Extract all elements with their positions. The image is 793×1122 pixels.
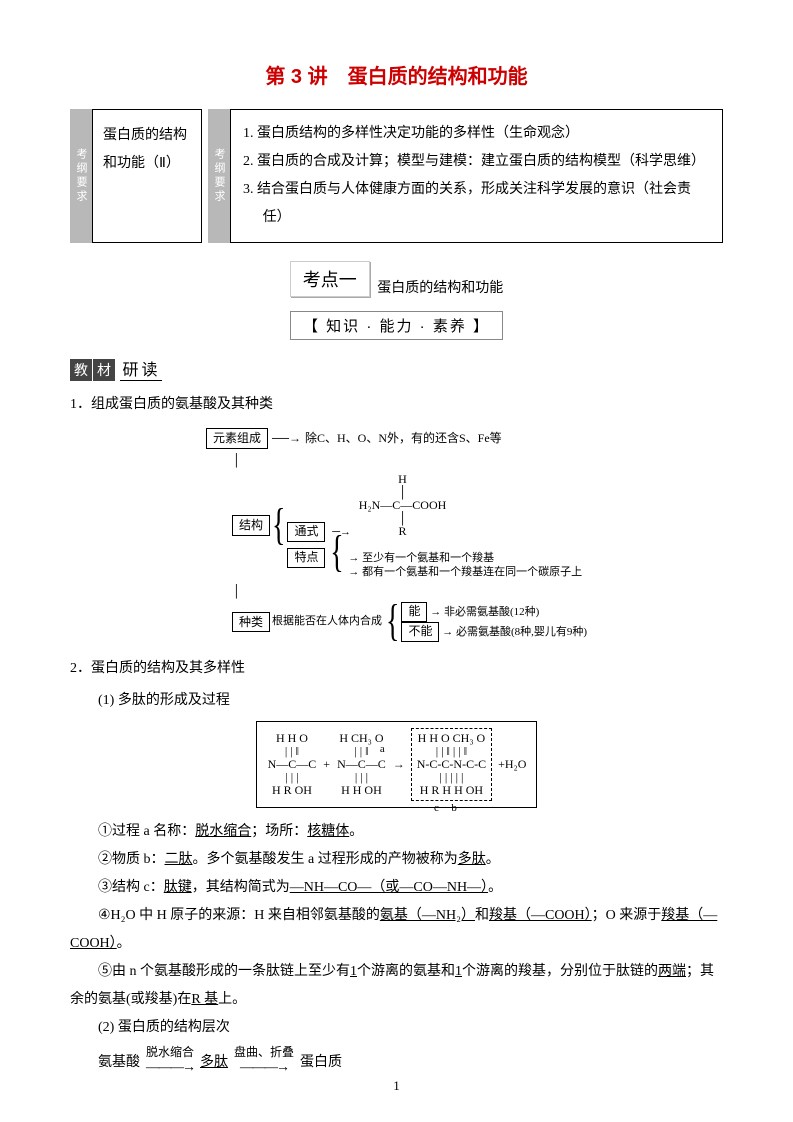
bracket-title: 【 知识 · 能力 · 素养 】 bbox=[290, 311, 503, 340]
kaodian-subtitle: 蛋白质的结构和功能 bbox=[377, 281, 503, 296]
heading-1: 1．组成蛋白质的氨基酸及其种类 bbox=[70, 391, 723, 419]
node-buneng: 不能 bbox=[401, 622, 439, 642]
kind-cond: 根据能否在人体内合成 bbox=[272, 614, 382, 629]
bracket-row: 【 知识 · 能力 · 素养 】 bbox=[70, 311, 723, 340]
plus-water: +H₂O bbox=[498, 757, 526, 772]
subheading-2-1: (1) 多肽的形成及过程 bbox=[70, 687, 723, 715]
kaodian-badge: 考点一 bbox=[290, 261, 370, 297]
diagram-1: 元素组成 ──→ 除C、H、O、N外，有的还含S、Fe等 │ 结构 { 通式 ─… bbox=[70, 425, 723, 645]
node-kind: 种类 bbox=[232, 612, 270, 633]
node-tongshi: 通式 bbox=[287, 522, 325, 542]
label-b: b bbox=[451, 802, 457, 814]
jiaocai-sq1: 教 bbox=[70, 359, 92, 381]
para-4: ④H₂O 中 H 原子的来源：H 来自相邻氨基酸的氨基（—NH₂）和羧基（—CO… bbox=[70, 902, 723, 958]
flow-a: 氨基酸 bbox=[98, 1051, 140, 1071]
syllabus-left-label: 考纲要求 bbox=[70, 109, 92, 243]
aa1: H H O| | ‖ N—C—C| | | H R OH bbox=[267, 731, 318, 799]
reaction-arrow: a → bbox=[393, 757, 405, 772]
jiaocai-row: 教材 研读 bbox=[70, 356, 723, 381]
heading-2: 2．蛋白质的结构及其多样性 bbox=[70, 655, 723, 683]
plus-1: + bbox=[323, 757, 330, 772]
element-text: 除C、H、O、N外，有的还含S、Fe等 bbox=[305, 430, 502, 447]
jiaocai-badge: 教材 研读 bbox=[70, 356, 162, 381]
syllabus-right-label: 考纲要求 bbox=[208, 109, 230, 243]
node-element: 元素组成 bbox=[206, 428, 268, 449]
lecture-title: 第 3 讲 蛋白质的结构和功能 bbox=[70, 60, 723, 89]
kaodian-row: 考点一 蛋白质的结构和功能 bbox=[70, 261, 723, 297]
para-3: ③结构 c：肽键，其结构简式为—NH—CO—（或—CO—NH—）。 bbox=[70, 874, 723, 902]
syllabus-block: 考纲要求 蛋白质的结构和功能（Ⅱ） 考纲要求 1. 蛋白质结构的多样性决定功能的… bbox=[70, 109, 723, 243]
flow-c: 蛋白质 bbox=[300, 1051, 342, 1071]
subheading-2-2: (2) 蛋白质的结构层次 bbox=[70, 1014, 723, 1042]
syllabus-left-box: 蛋白质的结构和功能（Ⅱ） bbox=[92, 109, 202, 243]
syllabus-item: 1. 蛋白质结构的多样性决定功能的多样性（生命观念） bbox=[243, 120, 710, 148]
reaction-diagram: H H O| | ‖ N—C—C| | | H R OH + H CH₃ O| … bbox=[70, 721, 723, 809]
node-neng: 能 bbox=[401, 602, 427, 622]
label-c: c bbox=[434, 802, 439, 814]
jiaocai-yd: 研读 bbox=[120, 356, 162, 381]
syllabus-item: 2. 蛋白质的合成及计算；模型与建模：建立蛋白质的结构模型（科学思维） bbox=[243, 148, 710, 176]
flow-b: 多肽 bbox=[200, 1051, 228, 1071]
node-tedian: 特点 bbox=[287, 548, 325, 568]
structure-flow: 氨基酸 脱水缩合 ———→ 多肽 盘曲、折叠 ———→ 蛋白质 bbox=[98, 1046, 723, 1075]
para-5: ⑤由 n 个氨基酸形成的一条肽链上至少有1个游离的氨基和1个游离的羧基，分别位于… bbox=[70, 958, 723, 1014]
brace-icon: { bbox=[272, 514, 285, 536]
arrow-icon: ──→ bbox=[272, 430, 301, 447]
chem-formula: H│ H₂N—C—COOH│ R bbox=[358, 472, 448, 540]
syllabus-right-box: 1. 蛋白质结构的多样性决定功能的多样性（生命观念） 2. 蛋白质的合成及计算；… bbox=[230, 109, 723, 243]
product-box: H H O CH₃ O| | ‖ | | ‖ N-C-C-N-C-C| | | … bbox=[411, 728, 492, 802]
flow-arrow-1: 脱水缩合 ———→ bbox=[146, 1046, 194, 1075]
para-2: ②物质 b：二肽。多个氨基酸发生 a 过程形成的产物被称为多肽。 bbox=[70, 846, 723, 874]
page-number: 1 bbox=[0, 1078, 793, 1094]
flow-arrow-2: 盘曲、折叠 ———→ bbox=[234, 1046, 294, 1075]
syllabus-item: 3. 结合蛋白质与人体健康方面的关系，形成关注科学发展的意识（社会责任） bbox=[243, 176, 710, 232]
node-struct: 结构 bbox=[232, 515, 270, 536]
aa2: H CH₃ O| | ‖ N—C—C| | | H H OH bbox=[336, 731, 387, 799]
jiaocai-sq2: 材 bbox=[93, 359, 115, 381]
para-1: ①过程 a 名称：脱水缩合；场所：核糖体。 bbox=[70, 818, 723, 846]
